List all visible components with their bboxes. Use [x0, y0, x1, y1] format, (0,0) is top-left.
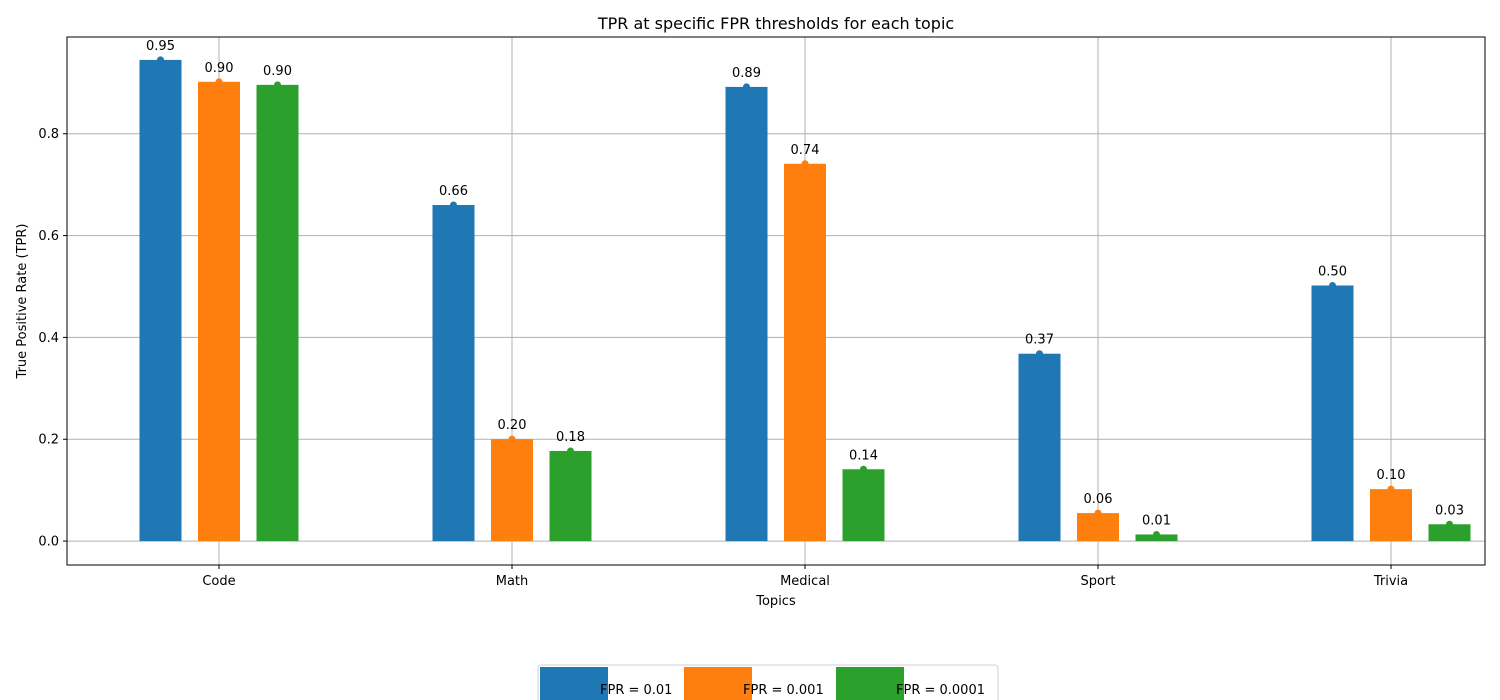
bar-marker	[743, 83, 750, 91]
bar-marker	[1094, 509, 1102, 517]
y-tick-label: 0.0	[38, 535, 59, 550]
legend-swatch	[836, 667, 904, 700]
bar-marker	[1387, 485, 1395, 493]
data-label: 0.66	[439, 184, 468, 199]
x-axis-label: Topics	[755, 594, 796, 609]
bar	[1428, 524, 1471, 542]
data-label: 0.74	[791, 143, 820, 158]
bar-marker	[1329, 281, 1336, 289]
y-tick-label: 0.6	[38, 229, 59, 244]
legend-label: FPR = 0.0001	[896, 683, 985, 698]
bar-marker	[274, 81, 281, 89]
bar	[842, 469, 885, 542]
legend-label: FPR = 0.01	[600, 683, 672, 698]
bar-marker	[1153, 530, 1160, 538]
bar-marker	[157, 56, 164, 64]
bar	[725, 86, 768, 542]
data-label: 0.90	[263, 64, 292, 79]
bar	[139, 59, 182, 542]
y-tick-label: 0.8	[38, 127, 59, 142]
bar-marker	[508, 435, 516, 443]
bar	[1077, 513, 1119, 542]
chart-title: TPR at specific FPR thresholds for each …	[597, 14, 954, 33]
bar	[491, 439, 533, 542]
bar-marker	[215, 78, 223, 86]
data-label: 0.03	[1435, 503, 1464, 518]
x-tick-label: Code	[202, 574, 235, 589]
bar	[1018, 353, 1061, 542]
data-label: 0.06	[1084, 492, 1113, 507]
x-tick-label: Medical	[780, 574, 830, 589]
x-tick-label: Sport	[1081, 574, 1116, 589]
data-label: 0.90	[205, 61, 234, 76]
data-label: 0.01	[1142, 513, 1171, 528]
data-label: 0.10	[1377, 468, 1406, 483]
y-axis-label: True Positive Rate (TPR)	[15, 224, 30, 380]
legend-label: FPR = 0.001	[743, 683, 824, 698]
bar	[1311, 285, 1354, 542]
plot-frame	[66, 36, 1486, 566]
bar-marker	[860, 465, 867, 473]
y-tick-label: 0.2	[38, 433, 59, 448]
legend-swatch	[684, 667, 752, 700]
bar	[432, 205, 475, 542]
bar-marker	[1446, 520, 1453, 528]
bar	[1370, 489, 1412, 542]
data-label: 0.89	[732, 66, 761, 81]
bar	[784, 163, 826, 542]
bar	[549, 450, 592, 542]
data-label: 0.20	[498, 418, 527, 433]
legend-swatch	[540, 667, 608, 700]
data-label: 0.14	[849, 448, 878, 463]
y-tick-label: 0.4	[38, 331, 59, 346]
legend: FPR = 0.01 FPR = 0.001 FPR = 0.0001	[537, 664, 999, 700]
data-label: 0.95	[146, 39, 175, 54]
data-label: 0.50	[1318, 264, 1347, 279]
data-label: 0.37	[1025, 333, 1054, 348]
x-tick-label: Trivia	[1373, 574, 1408, 589]
x-tick-label: Math	[496, 574, 529, 589]
bar	[256, 84, 299, 542]
bar-marker	[567, 447, 574, 455]
bar-marker	[450, 201, 457, 209]
bar-marker	[801, 160, 809, 168]
bar-marker	[1036, 350, 1043, 358]
data-label: 0.18	[556, 430, 585, 445]
bar	[198, 81, 240, 542]
